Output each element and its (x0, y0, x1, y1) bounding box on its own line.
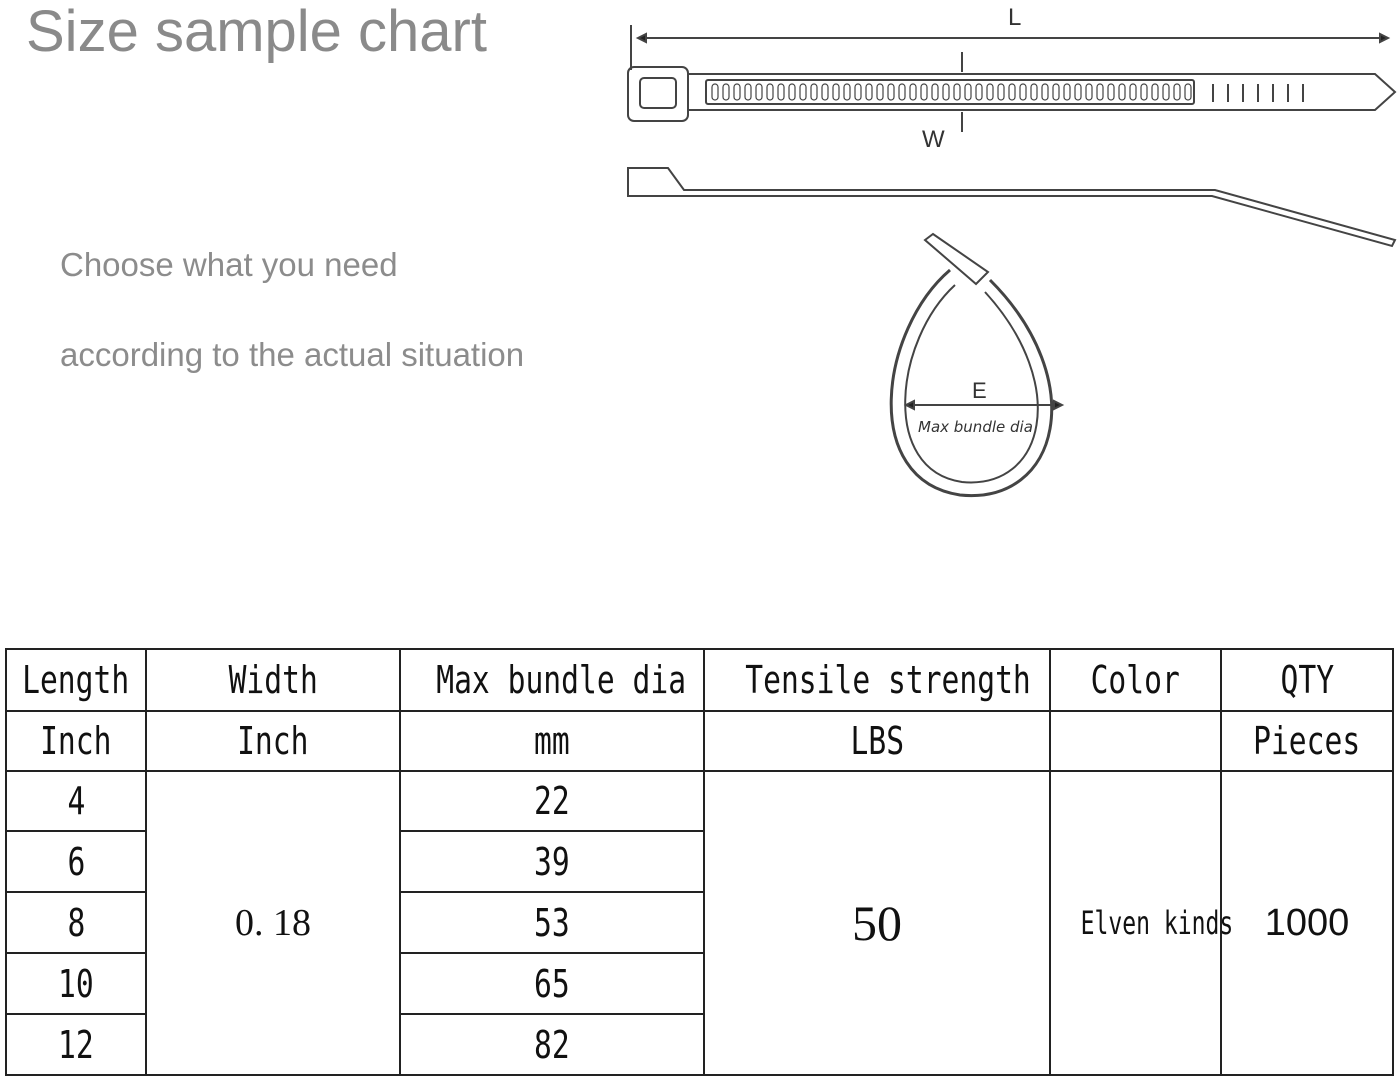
width-label: W (922, 126, 945, 153)
tie-tooth (942, 83, 950, 101)
width-cell: 0. 18 (145, 770, 401, 1076)
page-title: Size sample chart (26, 0, 487, 64)
subtitle-line-1: Choose what you need (60, 246, 398, 283)
tie-strap (688, 73, 1397, 111)
tie-tooth (898, 83, 906, 101)
tie-tooth (1063, 83, 1071, 101)
tie-tooth (931, 83, 939, 101)
tie-tooth (766, 83, 774, 101)
tie-tooth (1008, 83, 1016, 101)
tie-tooth (744, 83, 752, 101)
unit-qty: Pieces (1220, 710, 1394, 772)
tie-tooth (832, 83, 840, 101)
length-arrows (635, 32, 1391, 44)
tie-tooth (755, 83, 763, 101)
tie-tooth (975, 83, 983, 101)
tie-tooth (1041, 83, 1049, 101)
tie-tooth (887, 83, 895, 101)
subtitle-line-2: according to the actual situation (60, 336, 525, 373)
tie-tooth (1107, 83, 1115, 101)
length-cell: 8 (5, 891, 147, 954)
unit-tensile: LBS (703, 710, 1051, 772)
tie-tooth (777, 83, 785, 101)
tie-teeth (711, 83, 1304, 102)
bundle-dia-cell: 82 (399, 1013, 705, 1076)
bundle-dia-cell: 53 (399, 891, 705, 954)
tie-tooth (1019, 83, 1027, 101)
tie-tooth (1030, 83, 1038, 101)
bundle-dia-cell: 65 (399, 952, 705, 1015)
bundle-arrows (903, 399, 1065, 411)
cable-tie-diagram: L W E Max bundle dia (627, 4, 1397, 498)
tie-teeth-area (705, 79, 1195, 105)
tie-tooth (920, 83, 928, 101)
header-bundle-dia: Max bundle dia (399, 648, 705, 712)
tie-tooth (1118, 83, 1126, 101)
unit-width: Inch (145, 710, 401, 772)
tie-tooth (1096, 83, 1104, 101)
tie-tooth (722, 83, 730, 101)
tie-head-slot (639, 77, 677, 109)
length-cell: 4 (5, 770, 147, 832)
bundle-dia-cell: 22 (399, 770, 705, 832)
header-color: Color (1049, 648, 1222, 712)
tie-tooth (1129, 83, 1137, 101)
color-cell: Elven kinds (1049, 770, 1233, 1076)
length-label: L (1008, 4, 1021, 31)
tie-tooth (1173, 83, 1181, 101)
tie-tooth (1074, 83, 1082, 101)
tie-tooth (997, 83, 1005, 101)
table-row: 6 39 (5, 830, 1393, 893)
tensile-cell: 50 (703, 770, 1051, 1076)
tie-tooth (1085, 83, 1093, 101)
header-qty: QTY (1220, 648, 1394, 712)
tie-loop-inner (904, 284, 1039, 484)
unit-row: Inch Inch mm LBS Pieces (5, 710, 1394, 772)
tie-loop-head (923, 232, 990, 286)
header-width: Width (145, 648, 401, 712)
tie-loop-outer (889, 268, 1053, 498)
table-row: 8 53 (5, 891, 1393, 954)
unit-length: Inch (5, 710, 147, 772)
length-cell: 12 (5, 1013, 147, 1076)
length-cell: 6 (5, 830, 147, 893)
bundle-dia-cell: 39 (399, 830, 705, 893)
header-length: Length (5, 648, 147, 712)
tie-tooth (1162, 83, 1170, 101)
tie-tooth (733, 83, 741, 101)
tie-tooth (953, 83, 961, 101)
table-row: 12 82 (5, 1013, 1393, 1076)
tie-tooth (876, 83, 884, 101)
tie-tooth (810, 83, 818, 101)
tie-tooth (799, 83, 807, 101)
tie-tooth (821, 83, 829, 101)
table-row: 10 65 (5, 952, 1393, 1015)
tie-tooth (1184, 83, 1192, 101)
tie-side-view (627, 167, 1397, 248)
length-cell: 10 (5, 952, 147, 1015)
header-tensile: Tensile strength (703, 648, 1051, 712)
tie-tooth (964, 83, 972, 101)
header-row: Length Width Max bundle dia Tensile stre… (5, 648, 1394, 712)
tie-tooth (909, 83, 917, 101)
tie-tooth (843, 83, 851, 101)
size-table: Length Width Max bundle dia Tensile stre… (5, 648, 1394, 1076)
unit-color (1049, 710, 1222, 772)
unit-bundle-dia: mm (399, 710, 705, 772)
tie-tooth (865, 83, 873, 101)
tie-tooth (1052, 83, 1060, 101)
table-row: 4 0. 18 22 50 Elven kinds 1000 (5, 770, 1394, 1076)
tie-tooth (788, 83, 796, 101)
tie-tooth (986, 83, 994, 101)
tie-head (627, 66, 689, 122)
bundle-caption: Max bundle dia (918, 418, 1033, 436)
bundle-label: E (972, 378, 987, 403)
tie-tooth (711, 83, 719, 101)
tie-tooth (854, 83, 862, 101)
qty-cell: 1000 (1220, 770, 1394, 1076)
tie-tooth (1151, 83, 1159, 101)
tie-tooth (1140, 83, 1148, 101)
